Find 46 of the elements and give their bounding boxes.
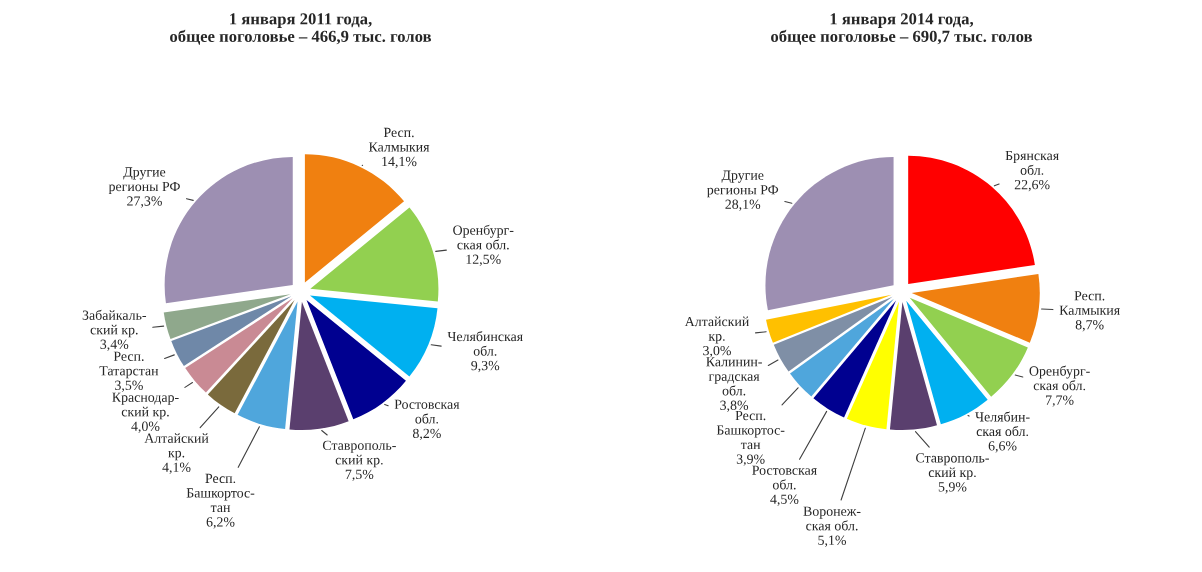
data-label: 12,5% xyxy=(466,254,501,266)
slice-label: Краснодар- ский кр. xyxy=(112,392,179,420)
slice-label: Респ. Калмыкия xyxy=(1059,291,1120,315)
data-label: 14,1% xyxy=(382,156,417,169)
slice-label: Челябинская обл. xyxy=(447,331,523,356)
slice-label: Воронеж- ская обл. xyxy=(803,506,861,531)
slice-label: Другие регионы РФ xyxy=(707,170,779,198)
data-label: 8,7% xyxy=(1075,320,1104,332)
data-label: 5,9% xyxy=(938,482,967,494)
slice-label: Респ. Татарстан xyxy=(99,351,159,379)
data-label: 28,1% xyxy=(725,199,761,211)
chart-title: 1 января 2014 года, общее поголовье – 690,7 тыс. голов xyxy=(771,13,1033,45)
data-label: 3,9% xyxy=(736,454,765,466)
slice-label: Респ. Башкортос- тан xyxy=(186,473,255,513)
data-label: 5,1% xyxy=(818,535,847,547)
slice-label: Оренбург- ская обл. xyxy=(1029,365,1090,391)
slice-label: Ростовская обл. xyxy=(752,465,817,490)
data-label: 3,0% xyxy=(703,345,731,358)
slice-label: Другие регионы РФ xyxy=(108,167,180,194)
data-label: 6,2% xyxy=(206,517,235,529)
data-label: 3,4% xyxy=(100,339,129,351)
slice-label: Алтайский кр. xyxy=(684,316,749,344)
slice-label: Ставрополь- ский кр. xyxy=(916,453,989,480)
slice-label: Респ. Калмыкия xyxy=(368,127,430,152)
data-label: 6,6% xyxy=(988,441,1017,453)
data-label: 4,0% xyxy=(131,421,160,433)
data-label: 27,3% xyxy=(127,196,162,208)
data-label: 22,6% xyxy=(1014,179,1050,192)
data-label: 7,7% xyxy=(1046,395,1074,407)
data-label: 3,5% xyxy=(115,380,143,392)
slice-label: Алтайский кр. xyxy=(144,433,209,461)
slice-label: Оренбург- ская обл. xyxy=(453,224,514,250)
data-label: 8,2% xyxy=(412,428,441,441)
slice-label: Респ. Башкортос- тан xyxy=(716,410,785,450)
chart-title: 1 января 2011 года, общее поголовье – 466,9 тыс. голов xyxy=(170,13,432,45)
data-label: 9,3% xyxy=(471,360,500,373)
data-label: 4,1% xyxy=(162,462,191,474)
slice-label: Ростовская обл. xyxy=(394,399,460,424)
slice-label: Челябин- ская обл. xyxy=(975,411,1030,437)
slice-label: Забайкаль- ский кр. xyxy=(82,309,147,338)
slice-label: Брянская обл. xyxy=(1005,151,1059,175)
data-label: 7,5% xyxy=(345,469,374,482)
slice-label: Ставрополь- ский кр. xyxy=(322,440,396,468)
data-label: 3,8% xyxy=(720,400,749,412)
slice-label: Калинин- градская обл. xyxy=(706,357,762,396)
data-label: 4,5% xyxy=(770,494,799,506)
